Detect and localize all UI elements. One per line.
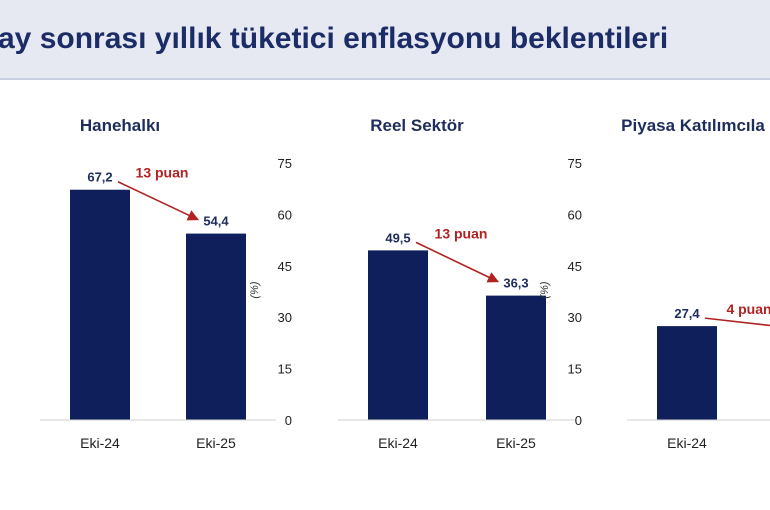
bar [186, 233, 246, 420]
page-title: ay sonrası yıllık tüketici enflasyonu be… [0, 22, 669, 55]
y-tick-label: 0 [285, 413, 292, 428]
y-tick-label: 60 [278, 207, 292, 222]
y-tick-label: 0 [575, 413, 582, 428]
y-tick-label: 75 [568, 156, 582, 171]
bar [368, 250, 428, 420]
bar [657, 326, 717, 420]
data-label: 36,3 [503, 276, 528, 291]
y-tick-label: 75 [278, 156, 292, 171]
chart-title: Piyasa Katılımcıla [621, 116, 765, 135]
y-tick-label: 30 [568, 310, 582, 325]
data-label: 54,4 [203, 214, 229, 229]
data-label: 27,4 [674, 306, 700, 321]
y-axis-label: (%) [249, 281, 261, 298]
bar [70, 189, 130, 420]
x-tick-label: Eki-25 [496, 435, 536, 451]
bar [486, 295, 546, 420]
header-banner: ay sonrası yıllık tüketici enflasyonu be… [0, 0, 770, 80]
annotation-text: 13 puan [435, 225, 488, 241]
y-tick-label: 45 [568, 259, 582, 274]
x-tick-label: Eki-24 [378, 435, 418, 451]
annotation-arrow [704, 317, 770, 327]
x-tick-label: Eki-24 [80, 435, 120, 451]
annotation-arrow [415, 241, 500, 283]
x-tick-label: Eki-25 [196, 435, 236, 451]
y-tick-label: 15 [278, 362, 292, 377]
y-tick-label: 45 [278, 259, 292, 274]
chart-title: Reel Sektör [370, 116, 464, 135]
chart-title: Hanehalkı [80, 116, 160, 135]
annotation-text: 13 puan [136, 165, 189, 181]
annotation-text: 4 puan [726, 301, 770, 317]
header-divider [0, 78, 770, 80]
y-tick-label: 15 [568, 362, 582, 377]
x-tick-label: Eki-24 [667, 435, 707, 451]
y-tick-label: 60 [568, 207, 582, 222]
annotation-arrow [117, 181, 200, 221]
data-label: 67,2 [87, 170, 112, 185]
y-axis-label: (%) [539, 281, 551, 298]
data-label: 49,5 [385, 230, 410, 245]
y-tick-label: 30 [278, 310, 292, 325]
